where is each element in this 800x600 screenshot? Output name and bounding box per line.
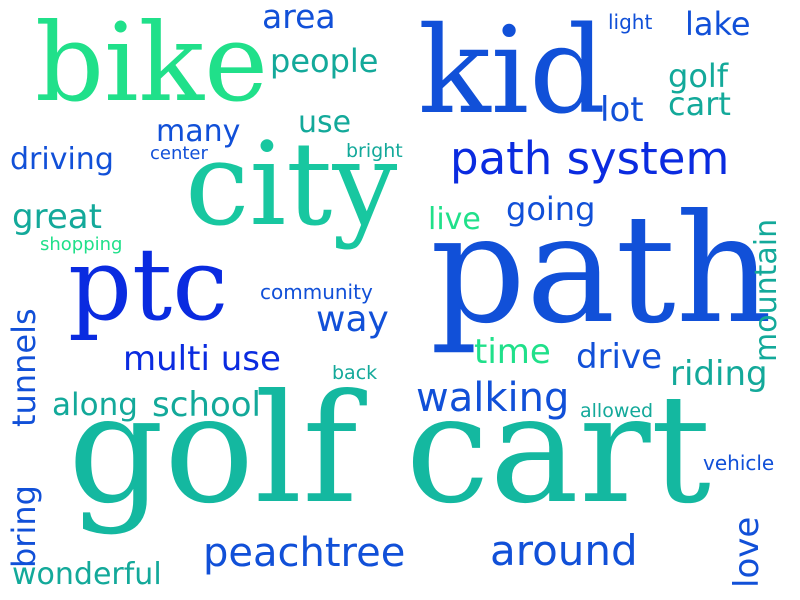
word-way: way — [316, 299, 389, 340]
word-time: time — [474, 332, 551, 372]
word-school: school — [152, 385, 262, 425]
word-vehicle: vehicle — [703, 451, 775, 475]
word-center: center — [150, 143, 208, 164]
word-ptc: ptc — [68, 226, 229, 343]
word-drive: drive — [576, 337, 663, 377]
word-use: use — [298, 105, 352, 140]
word-bike: bike — [35, 1, 269, 126]
word-bring: bring — [5, 485, 43, 568]
word-along: along — [52, 387, 138, 423]
word-people: people — [270, 42, 379, 80]
word-lake: lake — [685, 5, 751, 43]
word-walking: walking — [416, 375, 570, 421]
word-city: city — [185, 118, 398, 252]
word-kid: kid — [418, 2, 606, 141]
word-path: path — [430, 183, 773, 357]
word-shopping: shopping — [40, 234, 123, 255]
word-peachtree: peachtree — [203, 530, 406, 576]
word-mountain: mountain — [749, 218, 784, 362]
word-around: around — [490, 526, 638, 575]
word-golf-cart: golf cart — [68, 363, 711, 537]
word-lot: lot — [600, 90, 644, 130]
word-tunnels: tunnels — [5, 308, 43, 427]
word-path-system: path system — [450, 132, 730, 185]
word-driving: driving — [10, 142, 114, 177]
word-love: love — [727, 516, 767, 588]
word-going: going — [506, 190, 596, 228]
word-allowed: allowed — [580, 400, 654, 422]
word-bright: bright — [346, 140, 403, 162]
word-great: great — [12, 197, 102, 237]
word-wonderful: wonderful — [12, 557, 162, 592]
word-golf-cart-small: golf cart — [668, 57, 731, 123]
word-riding: riding — [670, 354, 768, 394]
word-back: back — [332, 362, 378, 384]
word-community: community — [260, 280, 373, 304]
word-live: live — [428, 202, 481, 237]
word-area: area — [262, 0, 336, 36]
word-many: many — [156, 114, 241, 149]
word-multi-use: multi use — [123, 339, 281, 379]
word-light: light — [608, 10, 653, 34]
